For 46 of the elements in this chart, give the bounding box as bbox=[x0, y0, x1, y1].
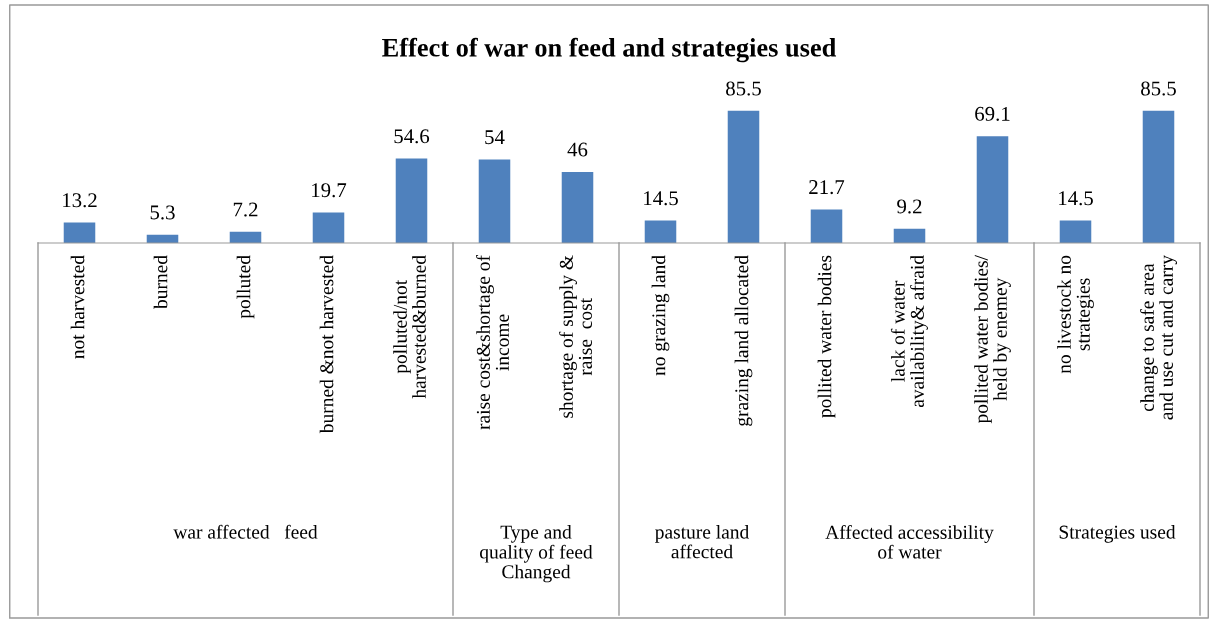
data-label: 14.5 bbox=[644, 191, 678, 206]
bar bbox=[312, 212, 345, 243]
x-tick-label: raise cost&shortage of income bbox=[476, 255, 509, 430]
data-label: 69.1 bbox=[975, 106, 1010, 121]
bar bbox=[63, 222, 96, 243]
data-label: 14.5 bbox=[1059, 191, 1093, 206]
bar bbox=[395, 158, 428, 243]
x-tick-label: no livestock no strategies bbox=[1057, 255, 1094, 374]
data-label: 21.7 bbox=[809, 180, 845, 195]
x-tick-label: no grazing land bbox=[651, 255, 670, 376]
data-label: 9.2 bbox=[897, 199, 922, 214]
data-label: 85.5 bbox=[1141, 81, 1176, 96]
x-tick-label: change to safe area and use cut and carry bbox=[1140, 255, 1177, 420]
x-tick-label: polluted bbox=[236, 255, 255, 319]
x-tick-label: shortage of supply & raise cost bbox=[559, 255, 592, 418]
data-label: 85.5 bbox=[726, 81, 761, 96]
x-tick-label: lack of water availability& afraid bbox=[890, 255, 928, 408]
x-tick-label: burned &not harvested bbox=[319, 255, 334, 434]
bar bbox=[893, 228, 926, 243]
x-tick-label: grazing land allocated bbox=[734, 255, 753, 426]
x-tick-label: not harvested bbox=[70, 255, 85, 359]
text: pasture land affected bbox=[655, 525, 750, 559]
bar bbox=[561, 171, 594, 243]
text: war affected feed bbox=[173, 524, 318, 539]
text: Type and quality of feed Changed bbox=[480, 525, 593, 583]
text: Affected accessibility of water bbox=[825, 525, 994, 559]
bar bbox=[478, 159, 511, 243]
data-label: 46 bbox=[567, 142, 588, 157]
bar bbox=[644, 220, 677, 243]
bar bbox=[727, 110, 760, 243]
x-tick-label: polluted/not harvested&burned bbox=[393, 255, 426, 399]
chart-title: Effect of war on feed and strategies used bbox=[382, 37, 837, 63]
data-label: 54 bbox=[485, 130, 505, 145]
data-label: 5.3 bbox=[150, 205, 175, 220]
x-tick-label: burned bbox=[153, 255, 168, 309]
bar bbox=[810, 209, 843, 243]
bar bbox=[1059, 220, 1092, 243]
data-label: 54.6 bbox=[394, 129, 430, 144]
x-tick-label: pollited water bodies bbox=[817, 255, 836, 418]
data-label: 19.7 bbox=[312, 183, 347, 198]
x-tick-label: pollited water bodies/ held by enemey bbox=[974, 255, 1011, 424]
data-label: 13.2 bbox=[63, 193, 97, 208]
text: Strategies used bbox=[1059, 525, 1176, 543]
bar bbox=[976, 136, 1009, 243]
bar bbox=[1142, 110, 1175, 243]
data-label: 7.2 bbox=[233, 202, 258, 217]
